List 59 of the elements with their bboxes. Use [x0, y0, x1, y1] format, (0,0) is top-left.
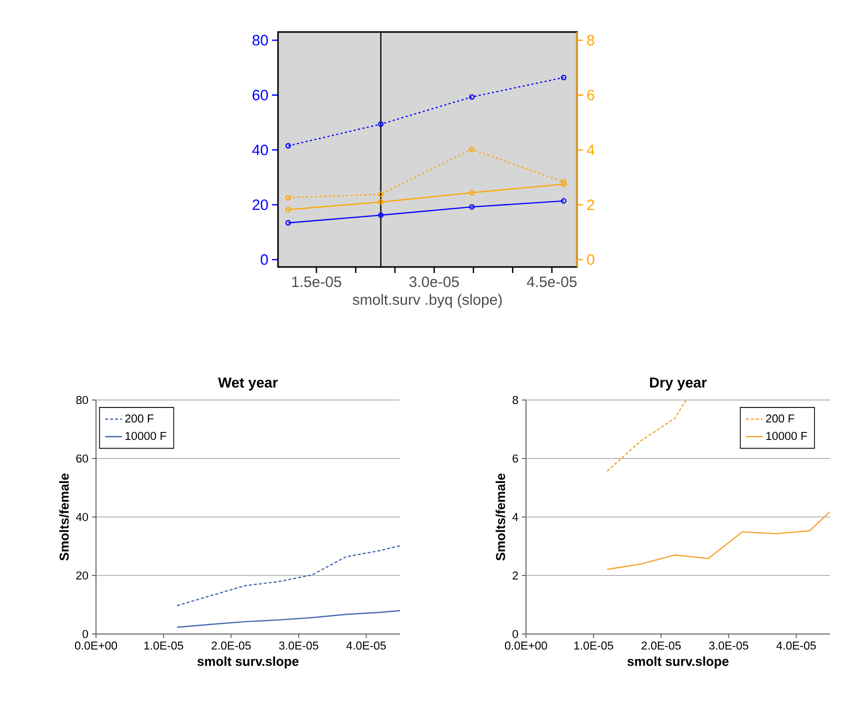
- x-axis-title: smolt.surv .byq (slope): [352, 294, 502, 308]
- y2-tick-label: 8: [587, 34, 594, 46]
- y-tick-label: 8: [512, 396, 518, 404]
- y-tick-label: 20: [76, 571, 88, 580]
- point: [378, 212, 384, 218]
- line-series: [606, 400, 687, 472]
- x-tick-label: 3.0E-05: [279, 642, 318, 650]
- point: [469, 146, 475, 152]
- x-axis-title: smolt surv.slope: [197, 656, 299, 669]
- chart-title: Dry year: [650, 378, 707, 391]
- x-tick-label: 2.0E-05: [642, 642, 681, 650]
- x-tick-label: 3.0E-05: [709, 642, 748, 650]
- y-tick-label: 40: [76, 512, 88, 522]
- x-tick-label: 1.5e-05: [292, 276, 342, 288]
- y-tick-label: 0: [260, 254, 268, 265]
- x-tick-label: 2.0E-05: [212, 642, 251, 650]
- point: [469, 190, 475, 196]
- legend-label: 10000 F: [766, 432, 808, 440]
- point: [378, 199, 384, 205]
- y-tick-label: 60: [76, 454, 88, 463]
- y2-tick-label: 0: [587, 254, 594, 265]
- x-tick-label: 3.0e-05: [409, 276, 459, 288]
- y2-tick-label: 4: [586, 144, 594, 156]
- y-tick-label: 0: [82, 630, 88, 638]
- legend-label: 200 F: [766, 414, 794, 422]
- y-tick-label: 40: [252, 144, 268, 156]
- x-tick-label: 4.0E-05: [346, 642, 386, 650]
- point: [378, 121, 384, 127]
- point: [560, 74, 566, 80]
- y-tick-label: 60: [252, 90, 268, 100]
- point: [469, 94, 475, 100]
- x-tick-label: 4.5e-05: [526, 276, 577, 288]
- point: [469, 204, 475, 210]
- line-series: [176, 545, 400, 606]
- chart-title: Wet year: [218, 378, 278, 391]
- line-series: [176, 610, 400, 628]
- legend-label: 200 F: [125, 414, 154, 422]
- x-tick-label: 1.0E-05: [574, 642, 614, 650]
- point: [378, 192, 384, 198]
- y-tick-label: 80: [252, 34, 268, 46]
- y2-tick-label: 6: [587, 90, 594, 100]
- x-tick-label: 0.0E+00: [74, 642, 118, 650]
- x-axis-title: smolt surv.slope: [627, 656, 729, 669]
- y-tick-label: 0: [512, 630, 518, 638]
- x-tick-label: 0.0E+00: [504, 642, 548, 650]
- y-tick-label: 20: [252, 199, 268, 210]
- y-tick-label: 2: [512, 572, 518, 580]
- point: [285, 143, 291, 149]
- point: [285, 194, 291, 200]
- y-axis-title: Smolts/female: [496, 474, 506, 561]
- y-tick-label: 4: [512, 513, 518, 521]
- y-tick-label: 6: [512, 454, 518, 463]
- y2-tick-label: 2: [587, 200, 594, 210]
- y-tick-label: 80: [76, 396, 88, 404]
- legend-label: 10000 F: [126, 432, 166, 440]
- x-tick-label: 1.0E-05: [144, 642, 184, 650]
- line-series: [606, 511, 830, 570]
- y-axis-title: Smolts/female: [59, 474, 69, 561]
- x-tick-label: 4.0E-05: [776, 642, 816, 650]
